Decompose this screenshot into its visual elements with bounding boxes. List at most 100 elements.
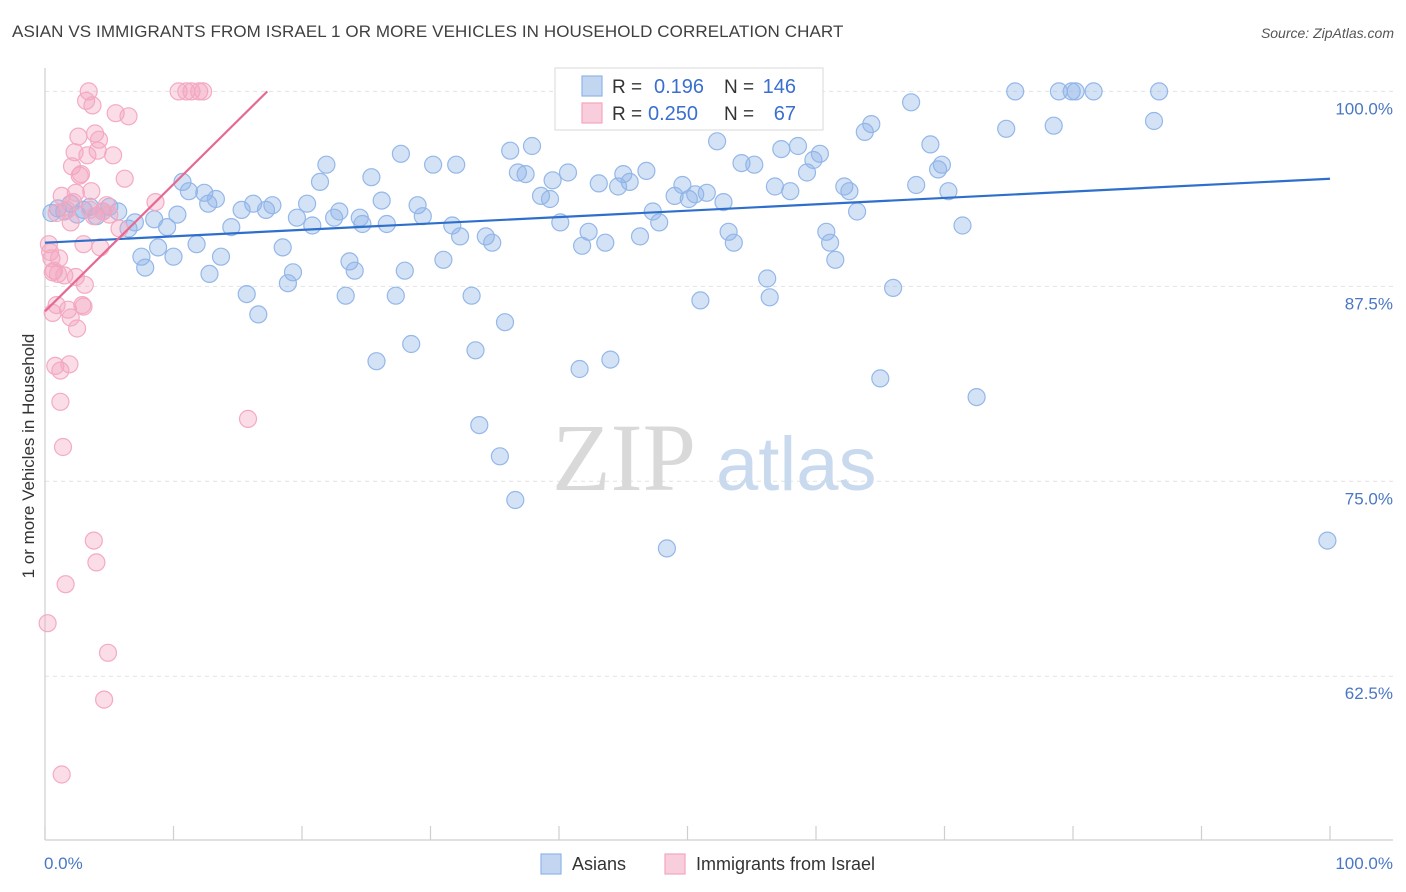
israel-point-0 [38,614,57,633]
asians-point-99 [714,193,733,212]
asians-point-36 [283,263,303,282]
asians-point-38 [298,194,317,213]
x-axis-ticks [44,826,1331,840]
asians-point-120 [862,114,881,134]
israel-point-12 [51,361,70,380]
trend-lines [44,90,1331,313]
israel-point-29 [69,127,88,146]
grid-lines [45,90,1393,677]
israel-point-58 [119,107,138,126]
asians-point-80 [579,222,598,241]
asians-point-143 [543,171,562,190]
asians-point-33 [263,196,282,215]
asians-point-63 [462,286,481,305]
x-tick-label-left: 0.0% [44,854,83,873]
asians-point-125 [921,135,940,154]
asians-point-95 [686,185,705,204]
asians-point-49 [367,352,386,371]
israel-trend-line [44,90,269,313]
asians-point-31 [249,305,268,324]
israel-point-56 [110,219,129,238]
asians-point-113 [817,222,836,241]
asians-point-48 [362,168,381,187]
israel-point-26 [66,183,85,202]
israel-point-20 [60,355,79,374]
asians-point-100 [719,222,738,241]
asians-point-115 [826,250,845,269]
asians-point-40 [310,172,330,191]
asians-point-70 [501,141,520,160]
israel-point-22 [61,213,80,232]
legend-r-label-israel: R = [612,104,642,125]
watermark: ZIP atlas [552,404,877,511]
legend-swatch-israel [581,102,603,124]
asians-point-118 [847,202,867,221]
asians-point-69 [495,313,515,332]
asians-point-50 [372,191,391,210]
asians-point-144 [350,208,369,227]
asians-point-106 [765,177,785,196]
asians-point-128 [939,182,958,201]
legend-swatch-asians [581,75,603,97]
israel-point-43 [84,207,103,226]
asians-point-88 [637,161,656,180]
asians-point-65 [470,416,489,435]
asians-point-56 [408,196,427,215]
israel-point-13 [51,392,70,411]
israel-point-35 [75,275,94,294]
israel-point-40 [82,182,101,201]
israel-point-10 [48,264,68,283]
asians-point-53 [391,144,410,163]
asians-point-114 [820,233,840,252]
asians-point-137 [1084,82,1103,101]
israel-point-37 [78,146,97,165]
israel-point-65 [238,409,258,428]
asians-point-29 [237,285,256,304]
asians-point-18 [164,247,183,266]
watermark-atlas: atlas [716,422,877,507]
asians-point-51 [377,214,396,234]
asians-point-68 [490,447,509,466]
israel-point-53 [100,205,119,224]
asians-point-62 [451,227,470,246]
asians-point-52 [386,286,405,305]
israel-point-60 [169,82,188,101]
asians-point-82 [596,233,615,252]
y-axis-tick-labels: 100.0% 87.5% 75.0% 62.5% [1335,99,1393,703]
israel-point-52 [98,643,118,662]
asians-point-127 [932,155,952,174]
asians-point-107 [772,140,791,159]
asians-point-83 [601,350,620,369]
asians-point-23 [195,183,214,202]
israel-point-38 [79,82,98,101]
legend: R = 0.196 N = 146 R = 0.250 N = 67 [554,67,824,131]
asians-point-133 [1044,116,1063,135]
legend-n-value-israel: 67 [774,103,796,125]
asians-point-91 [657,539,677,558]
asians-point-35 [278,274,297,293]
y-tick-label-3: 62.5% [1345,684,1393,703]
asians-point-139 [1149,82,1169,101]
asians-point-28 [232,200,251,219]
asians-point-112 [810,144,830,163]
asians-point-59 [434,250,453,269]
israel-point-9 [47,203,66,223]
asians-point-14 [136,258,155,277]
asians-point-16 [149,238,168,257]
asians-point-58 [424,155,443,174]
asians-point-141 [200,264,219,283]
legend-n-value-asians: 146 [763,76,796,98]
legend-r-value-israel: 0.250 [648,103,698,125]
israel-point-31 [71,165,91,184]
israel-point-63 [190,82,209,101]
x-tick-label-right: 100.0% [1335,854,1393,873]
israel-point-50 [94,690,114,709]
israel-point-21 [61,308,80,327]
scatter-points [38,82,1337,784]
israel-point-47 [89,130,109,149]
y-tick-label-0: 100.0% [1335,99,1393,118]
asians-point-87 [630,227,650,246]
israel-point-57 [115,169,134,188]
israel-point-28 [67,319,87,338]
asians-point-101 [724,233,743,252]
